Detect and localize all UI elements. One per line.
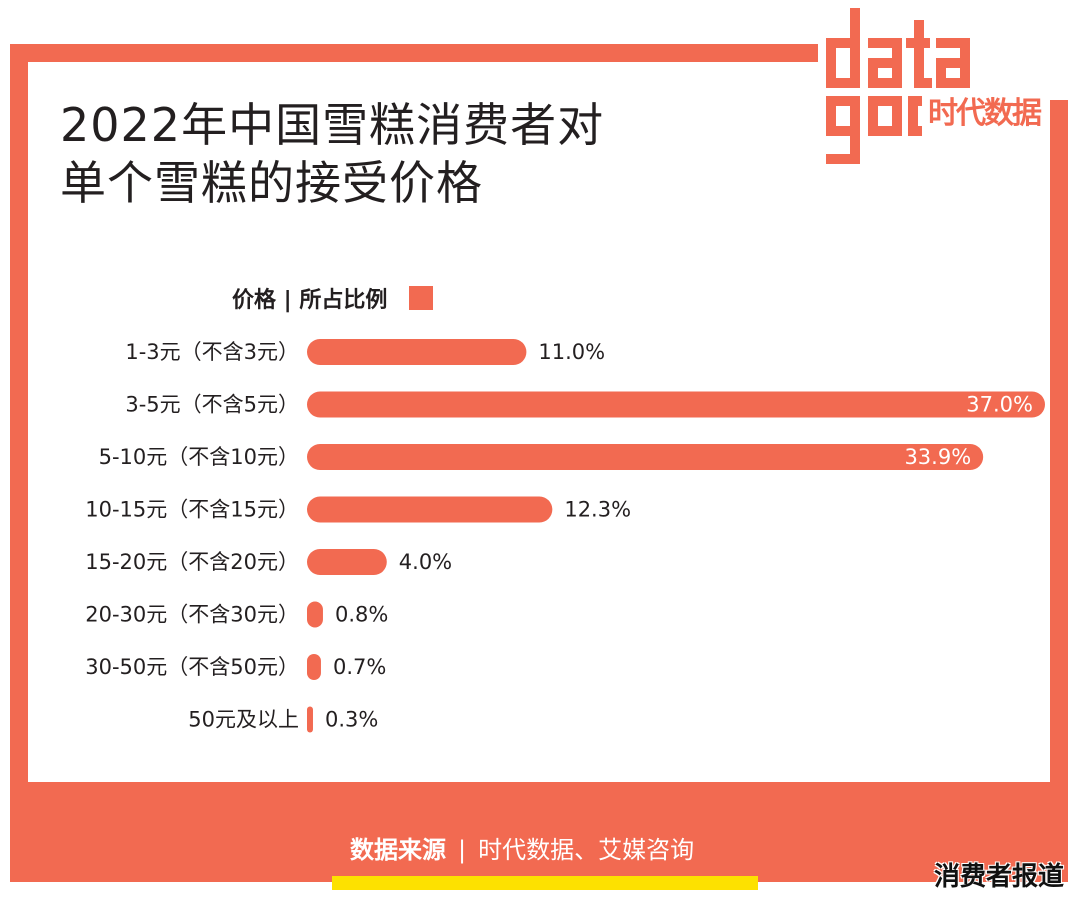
frame-left-border [10,44,28,804]
source-prefix: 数据来源 [350,836,446,864]
value-label: 33.9% [904,445,971,469]
frame-top-border [10,44,818,62]
data-source: 数据来源 | 时代数据、艾媒咨询 [350,830,694,865]
category-label: 15-20元（不含20元） [85,550,299,574]
category-label: 1-3元（不含3元） [125,340,299,364]
frame-right-border [1050,100,1068,800]
value-label: 37.0% [966,393,1033,417]
value-label: 0.8% [335,603,388,627]
chart-title-line2: 单个雪糕的接受价格 [60,156,483,210]
category-label: 3-5元（不含5元） [125,393,299,417]
value-label: 0.3% [325,708,378,732]
category-label: 5-10元（不含10元） [99,445,299,469]
chart-title: 2022年中国雪糕消费者对 单个雪糕的接受价格 [60,96,604,212]
source-separator: | [458,836,467,864]
value-label: 11.0% [538,340,605,364]
datagoo-logo [826,8,970,164]
legend: 价格 | 所占比例 [232,282,434,314]
category-label: 10-15元（不含15元） [85,498,299,522]
bar [307,706,313,733]
category-label: 50元及以上 [188,708,299,732]
footer-accent-bar [332,876,758,890]
bar [307,444,984,470]
footer-band [10,782,1068,882]
watermark: 消费者报道 [933,862,1064,892]
chart-title-line1: 2022年中国雪糕消费者对 [60,98,605,152]
bar [307,654,321,680]
logo-brand-text: 时代数据 [928,96,1042,131]
value-label: 4.0% [399,550,452,574]
bar [307,339,527,365]
legend-label: 价格 | 所占比例 [232,288,388,313]
bar [307,496,553,523]
category-label: 20-30元（不含30元） [85,603,299,627]
bar [307,549,387,575]
value-label: 0.7% [333,655,386,679]
value-label: 12.3% [564,498,631,522]
category-label: 30-50元（不含50元） [85,655,299,679]
source-value: 时代数据、艾媒咨询 [478,836,695,864]
legend-swatch [409,286,434,310]
bar [307,391,1045,418]
bar [307,601,323,628]
